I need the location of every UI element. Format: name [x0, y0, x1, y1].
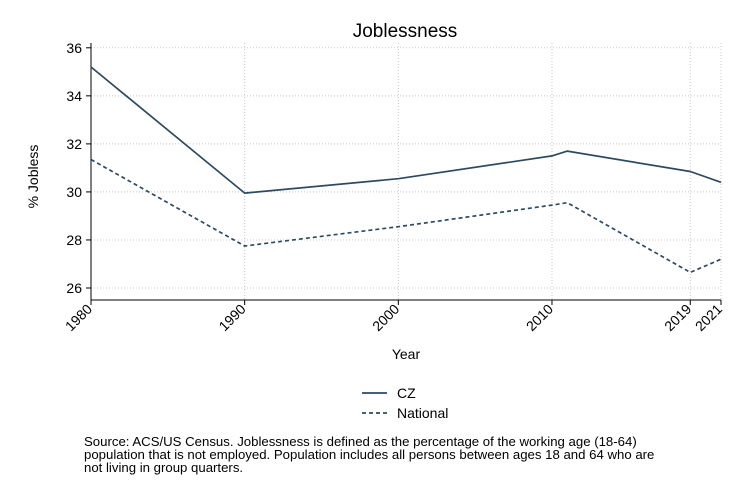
- x-tick-label: 2010: [523, 301, 556, 334]
- grid-layer: [90, 43, 722, 300]
- legend-layer: CZ National: [362, 385, 448, 421]
- series-layer: [90, 66, 722, 274]
- y-tick-label: 32: [66, 136, 82, 152]
- y-axis-title: % Jobless: [25, 145, 41, 209]
- series-line-national: [90, 158, 722, 274]
- legend-label-cz: CZ: [397, 385, 416, 401]
- series-line-cz: [90, 66, 722, 194]
- x-tick-label: 2019: [661, 301, 694, 334]
- x-tick-label: 2000: [369, 301, 402, 334]
- y-tick-label: 26: [66, 280, 82, 296]
- x-tick-label: 1990: [215, 301, 248, 334]
- source-note-line-3: not living in group quarters.: [84, 460, 244, 475]
- x-tick-label: 2021: [692, 301, 725, 334]
- y-tick-label: 28: [66, 232, 82, 248]
- chart-title: Joblessness: [353, 21, 458, 42]
- source-note-line-2: population that is not employed. Populat…: [84, 447, 655, 462]
- x-axis-title: Year: [392, 346, 421, 362]
- y-tick-label: 36: [66, 40, 82, 56]
- axis-layer: [86, 43, 722, 305]
- legend-label-national: National: [397, 405, 448, 421]
- x-tick-label: 1980: [62, 301, 95, 334]
- source-note-line-1: Source: ACS/US Census. Joblessness is de…: [84, 434, 637, 449]
- y-tick-label: 34: [66, 88, 82, 104]
- source-note: Source: ACS/US Census. Joblessness is de…: [84, 435, 724, 474]
- y-tick-label: 30: [66, 184, 82, 200]
